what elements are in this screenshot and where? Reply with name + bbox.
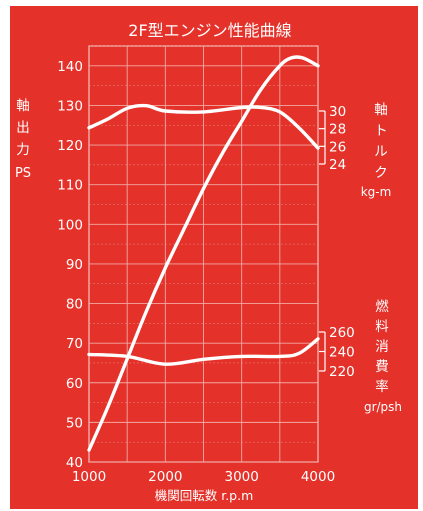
torque-curve — [87, 103, 320, 150]
fuel-tick-label: 240 — [329, 345, 355, 361]
chart-title: 2F型エンジン性能曲線 — [128, 21, 291, 40]
power-axis-label-char: 出 — [16, 120, 30, 136]
power-tick-label: 140 — [57, 59, 83, 75]
fuel-tick-label: 220 — [329, 364, 355, 380]
power-tick-label: 70 — [66, 336, 83, 352]
torque-axis-label-char: ル — [374, 144, 388, 160]
fuel-axis-label-char: 費 — [375, 359, 389, 375]
performance-chart: 2F型エンジン性能曲線 1000 2000 3000 4000 機関回転数 r.p.m 40… — [15, 21, 402, 503]
curves — [87, 55, 320, 452]
power-tick-label: 130 — [57, 98, 83, 114]
torque-tick-label: 30 — [329, 104, 346, 120]
power-tick-label: 90 — [66, 257, 83, 273]
power-tick-label: 80 — [66, 297, 83, 313]
fuel-axis-label-char: 率 — [375, 378, 389, 395]
power-axis-label-char: 力 — [16, 142, 30, 158]
fuel-axis-label-char: 燃 — [375, 298, 389, 315]
fuel-axis-label-char: 料 — [375, 319, 389, 335]
fuel-tick-label: 260 — [329, 325, 355, 341]
power-tick-label: 40 — [66, 455, 83, 471]
power-tick-label: 110 — [57, 178, 83, 194]
labels: 2F型エンジン性能曲線 1000 2000 3000 4000 機関回転数 r.p.m 40… — [15, 21, 402, 503]
fuel-curve — [87, 337, 320, 366]
x-tick-label: 2000 — [148, 469, 182, 485]
fuel-axis-unit: gr/psh — [364, 400, 402, 414]
torque-axis-label-char: 軸 — [374, 102, 388, 118]
torque-tick-label: 26 — [329, 139, 346, 155]
power-tick-label: 120 — [57, 138, 83, 154]
power-tick-label: 60 — [66, 376, 83, 392]
grid — [88, 45, 319, 463]
x-tick-label: 4000 — [301, 469, 335, 485]
fuel-axis-label-char: 消 — [375, 339, 389, 355]
x-axis-label: 機関回転数 r.p.m — [155, 488, 254, 503]
chart-figure: 2F型エンジン性能曲線 1000 2000 3000 4000 機関回転数 r.p.m 40… — [10, 6, 418, 509]
power-axis-unit: PS — [15, 166, 31, 181]
x-tick-label: 3000 — [224, 469, 258, 485]
power-tick-label: 100 — [57, 217, 83, 233]
torque-axis-unit: kg-m — [361, 185, 392, 199]
torque-axis-label-char: ト — [374, 123, 388, 139]
x-tick-label: 1000 — [72, 469, 106, 485]
torque-tick-label: 28 — [329, 122, 346, 138]
torque-tick-label: 24 — [329, 157, 346, 173]
power-axis-label-char: 軸 — [16, 98, 30, 114]
torque-axis-label-char: ク — [374, 165, 388, 181]
power-tick-label: 50 — [66, 415, 83, 431]
